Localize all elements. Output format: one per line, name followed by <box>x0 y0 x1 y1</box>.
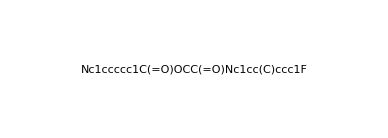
Text: Nc1ccccc1C(=O)OCC(=O)Nc1cc(C)ccc1F: Nc1ccccc1C(=O)OCC(=O)Nc1cc(C)ccc1F <box>81 64 307 74</box>
